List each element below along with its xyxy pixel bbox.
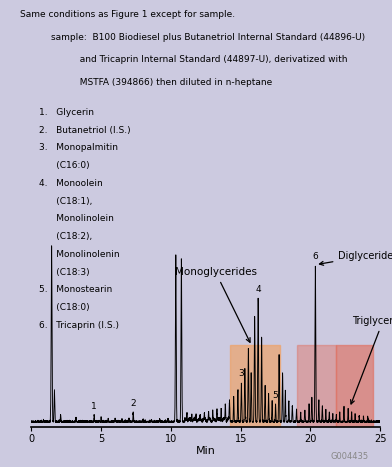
Text: Monolinolenin: Monolinolenin [39, 250, 120, 259]
Text: Monoglycerides: Monoglycerides [174, 267, 257, 342]
Text: 2: 2 [131, 399, 136, 409]
Text: 5: 5 [273, 390, 278, 400]
Bar [336, 345, 373, 427]
Text: 4: 4 [255, 284, 261, 294]
Text: (C18:1),: (C18:1), [39, 197, 93, 205]
X-axis label: Min: Min [196, 446, 216, 456]
Text: sample:  B100 Biodiesel plus Butanetriol Internal Standard (44896-U): sample: B100 Biodiesel plus Butanetriol … [51, 33, 365, 42]
Bar [296, 345, 336, 427]
Text: 2.   Butanetriol (I.S.): 2. Butanetriol (I.S.) [39, 126, 131, 134]
Text: 6: 6 [312, 252, 318, 261]
Text: (C18:3): (C18:3) [39, 268, 90, 276]
Text: 5.   Monostearin: 5. Monostearin [39, 285, 113, 294]
Text: G004435: G004435 [330, 452, 368, 461]
Text: (C16:0): (C16:0) [39, 161, 90, 170]
Bar [230, 345, 280, 427]
Text: 1.   Glycerin: 1. Glycerin [39, 108, 94, 117]
Text: Diglycerides: Diglycerides [319, 251, 392, 265]
Text: 1: 1 [91, 403, 97, 411]
Text: 3.   Monopalmitin: 3. Monopalmitin [39, 143, 118, 152]
Text: (C18:0): (C18:0) [39, 303, 90, 312]
Text: (C18:2),: (C18:2), [39, 232, 93, 241]
Text: and Tricaprin Internal Standard (44897-U), derivatized with: and Tricaprin Internal Standard (44897-U… [51, 55, 347, 64]
Text: Same conditions as Figure 1 except for sample.: Same conditions as Figure 1 except for s… [20, 10, 235, 19]
Text: MSTFA (394866) then diluted in n-heptane: MSTFA (394866) then diluted in n-heptane [51, 78, 272, 86]
Text: 6.   Tricaprin (I.S.): 6. Tricaprin (I.S.) [39, 321, 119, 330]
Text: 3: 3 [238, 369, 244, 378]
Text: Monolinolein: Monolinolein [39, 214, 114, 223]
Text: Triglycerides: Triglycerides [350, 316, 392, 404]
Text: 4.   Monoolein: 4. Monoolein [39, 179, 103, 188]
